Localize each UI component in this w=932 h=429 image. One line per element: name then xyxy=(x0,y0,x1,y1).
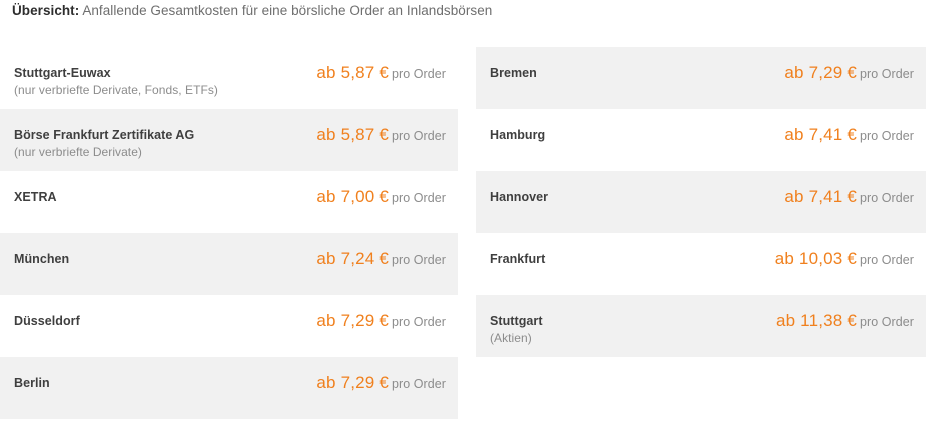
price-block: ab 7,41 € pro Order xyxy=(784,125,914,145)
price-block: ab 11,38 € pro Order xyxy=(776,311,914,331)
venue-block: Hannover xyxy=(490,189,548,205)
venue-block: Hamburg xyxy=(490,127,545,143)
venue-name: Berlin xyxy=(14,376,50,390)
venue-block: Börse Frankfurt Zertifikate AG (nur verbr… xyxy=(14,127,194,160)
venue-name: Düsseldorf xyxy=(14,314,80,328)
price-block: ab 7,29 € pro Order xyxy=(316,373,446,393)
page-title-strong: Übersicht: xyxy=(12,3,80,18)
venue-name: Börse Frankfurt Zertifikate AG xyxy=(14,128,195,142)
venue-name: Frankfurt xyxy=(490,252,546,266)
venue-block: Bremen xyxy=(490,65,537,81)
fee-table: Stuttgart-Euwax (nur verbriefte Derivate,… xyxy=(0,47,932,419)
fee-row: Hamburg ab 7,41 € pro Order xyxy=(476,109,926,171)
venue-name: München xyxy=(14,252,70,266)
venue-block: Stuttgart (Aktien) xyxy=(490,313,543,346)
price-unit: pro Order xyxy=(392,129,446,143)
price-unit: pro Order xyxy=(860,67,914,81)
venue-name: Hamburg xyxy=(490,128,546,142)
fee-row: Düsseldorf ab 7,29 € pro Order xyxy=(0,295,458,357)
venue-block: Berlin xyxy=(14,375,50,391)
price-amount: ab 7,41 € xyxy=(784,125,858,144)
venue-block: XETRA xyxy=(14,189,57,205)
price-amount: ab 7,00 € xyxy=(316,187,390,206)
fee-row: München ab 7,24 € pro Order xyxy=(0,233,458,295)
price-block: ab 5,87 € pro Order xyxy=(316,63,446,83)
price-unit: pro Order xyxy=(392,315,446,329)
venue-block: Stuttgart-Euwax (nur verbriefte Derivate,… xyxy=(14,65,218,98)
venue-block: München xyxy=(14,251,69,267)
price-block: ab 7,29 € pro Order xyxy=(316,311,446,331)
venue-name: Hannover xyxy=(490,190,549,204)
price-unit: pro Order xyxy=(392,253,446,267)
fee-row: Stuttgart (Aktien) ab 11,38 € pro Order xyxy=(476,295,926,357)
price-block: ab 10,03 € pro Order xyxy=(775,249,914,269)
price-block: ab 7,24 € pro Order xyxy=(316,249,446,269)
price-unit: pro Order xyxy=(392,191,446,205)
price-block: ab 5,87 € pro Order xyxy=(316,125,446,145)
price-amount: ab 7,29 € xyxy=(784,63,858,82)
fee-row: Stuttgart-Euwax (nur verbriefte Derivate,… xyxy=(0,47,458,109)
page-title: Übersicht: Anfallende Gesamtkosten für e… xyxy=(12,2,492,20)
fee-row: Frankfurt ab 10,03 € pro Order xyxy=(476,233,926,295)
price-amount: ab 7,29 € xyxy=(316,373,390,392)
price-amount: ab 7,24 € xyxy=(316,249,390,268)
price-unit: pro Order xyxy=(392,377,446,391)
venue-name: XETRA xyxy=(14,190,57,204)
fee-column-left: Stuttgart-Euwax (nur verbriefte Derivate,… xyxy=(0,47,458,419)
price-amount: ab 5,87 € xyxy=(316,63,390,82)
price-unit: pro Order xyxy=(860,253,914,267)
venue-block: Frankfurt xyxy=(490,251,545,267)
venue-name: Bremen xyxy=(490,66,537,80)
venue-block: Düsseldorf xyxy=(14,313,80,329)
venue-name: Stuttgart xyxy=(490,314,543,328)
venue-name: Stuttgart-Euwax xyxy=(14,66,111,80)
venue-note: (nur verbriefte Derivate) xyxy=(14,145,142,159)
venue-note: (Aktien) xyxy=(490,331,532,345)
price-amount: ab 7,29 € xyxy=(316,311,390,330)
price-block: ab 7,00 € pro Order xyxy=(316,187,446,207)
price-amount: ab 7,41 € xyxy=(784,187,858,206)
page-title-rest: Anfallende Gesamtkosten für eine börslic… xyxy=(79,3,493,18)
venue-note: (nur verbriefte Derivate, Fonds, ETFs) xyxy=(14,83,218,97)
price-unit: pro Order xyxy=(392,67,446,81)
fee-row: XETRA ab 7,00 € pro Order xyxy=(0,171,458,233)
price-unit: pro Order xyxy=(860,315,914,329)
price-unit: pro Order xyxy=(860,191,914,205)
price-amount: ab 10,03 € xyxy=(774,249,858,268)
price-amount: ab 11,38 € xyxy=(775,311,858,330)
price-block: ab 7,41 € pro Order xyxy=(784,187,914,207)
fee-row: Berlin ab 7,29 € pro Order xyxy=(0,357,458,419)
fee-row: Hannover ab 7,41 € pro Order xyxy=(476,171,926,233)
price-amount: ab 5,87 € xyxy=(316,125,390,144)
price-block: ab 7,29 € pro Order xyxy=(784,63,914,83)
fee-row: Bremen ab 7,29 € pro Order xyxy=(476,47,926,109)
fee-row: Börse Frankfurt Zertifikate AG (nur verbr… xyxy=(0,109,458,171)
fee-column-right: Bremen ab 7,29 € pro Order Hamburg ab 7,41 €… xyxy=(476,47,926,419)
price-unit: pro Order xyxy=(860,129,914,143)
